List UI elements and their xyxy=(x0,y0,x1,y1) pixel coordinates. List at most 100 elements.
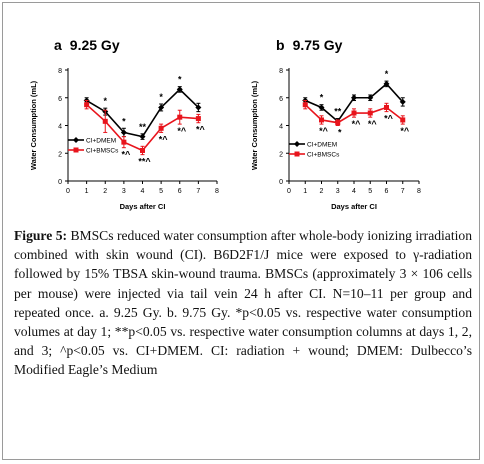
significance-label: *^ xyxy=(352,119,362,129)
legend-item: CI+BMSCs xyxy=(289,151,340,159)
data-point xyxy=(351,110,357,116)
significance-label: *^ xyxy=(159,134,169,144)
legend-item: CI+BMSCs xyxy=(68,147,119,155)
caption-label: Figure 5: xyxy=(14,228,68,243)
x-tick-label: 7 xyxy=(401,188,405,195)
panel-b: b 9.75 Gy 0 2 4 6 8 0 1 2 3 4 5 6 7 8 Days after CI Water… xyxy=(250,37,421,211)
y-tick-label: 8 xyxy=(279,68,283,75)
y-tick-label: 6 xyxy=(58,96,62,103)
legend-label: CI+DMEM xyxy=(86,138,116,145)
significance-label: ** xyxy=(139,122,147,132)
significance-label: *^ xyxy=(400,126,410,136)
x-tick-label: 2 xyxy=(103,188,107,195)
x-tick-label: 3 xyxy=(336,188,340,195)
panel-letter: a xyxy=(54,37,62,53)
x-tick-label: 8 xyxy=(417,188,421,195)
data-point xyxy=(335,120,341,126)
significance-label: *^ xyxy=(384,114,394,124)
x-tick-label: 3 xyxy=(122,188,126,195)
y-tick-label: 6 xyxy=(279,96,283,103)
data-point xyxy=(84,102,90,108)
significance-label: * xyxy=(159,92,163,102)
significance-label: *^ xyxy=(368,119,378,129)
significance-label: ** xyxy=(334,107,342,117)
significance-label: * xyxy=(320,93,324,103)
x-tick-label: 4 xyxy=(352,188,356,195)
x-axis-label: Days after CI xyxy=(331,202,377,211)
data-point xyxy=(195,116,201,122)
x-tick-label: 6 xyxy=(178,188,182,195)
x-tick-label: 1 xyxy=(303,188,307,195)
data-point xyxy=(195,104,202,111)
legend-marker xyxy=(294,141,300,147)
data-point xyxy=(158,104,165,111)
caption-text: BMSCs reduced water consumption after wh… xyxy=(14,228,472,378)
significance-label: *^ xyxy=(177,126,187,136)
y-tick-label: 2 xyxy=(58,151,62,158)
data-point xyxy=(399,98,406,105)
y-tick-label: 4 xyxy=(58,124,62,131)
significance-label: *^ xyxy=(319,126,329,136)
data-point xyxy=(177,114,183,120)
significance-label: **^ xyxy=(138,157,151,167)
data-point xyxy=(176,86,183,93)
legend-label: CI+BMSCs xyxy=(307,152,340,159)
significance-label: * xyxy=(103,96,107,106)
x-tick-label: 8 xyxy=(215,188,219,195)
y-tick-label: 2 xyxy=(279,151,283,158)
x-tick-label: 0 xyxy=(287,188,291,195)
significance-label: *^ xyxy=(121,150,131,160)
x-tick-label: 5 xyxy=(368,188,372,195)
data-point xyxy=(139,133,146,140)
data-point xyxy=(384,104,389,110)
figure-plots: a 9.25 Gy 0 2 4 6 8 0 1 2 3 4 5 6 7 8 Days after CI Water… xyxy=(29,37,421,211)
legend-marker xyxy=(73,137,79,143)
legend-item: CI+DMEM xyxy=(289,141,337,149)
chart-title: b 9.75 Gy xyxy=(276,37,343,53)
data-point xyxy=(400,117,406,123)
data-point xyxy=(120,129,127,136)
series-bmsc: *^ **^ *^ *^ *^ xyxy=(84,100,206,167)
significance-label: * xyxy=(178,75,182,85)
data-point xyxy=(367,110,373,116)
data-point xyxy=(383,80,390,87)
significance-label: * xyxy=(122,116,126,126)
significance-label: *^ xyxy=(196,125,206,135)
legend-label: CI+BMSCs xyxy=(86,148,119,155)
x-tick-label: 2 xyxy=(320,188,324,195)
panel-dose: 9.75 Gy xyxy=(293,37,343,53)
data-point xyxy=(102,118,108,124)
panel-dose: 9.25 Gy xyxy=(70,37,120,53)
figure-frame xyxy=(2,2,480,460)
x-tick-label: 7 xyxy=(196,188,200,195)
data-point xyxy=(367,94,374,101)
legend-marker xyxy=(294,151,300,157)
x-tick-label: 6 xyxy=(385,188,389,195)
legend-item: CI+DMEM xyxy=(68,137,116,145)
data-point xyxy=(318,104,325,111)
y-axis-label: Water Consumption (mL) xyxy=(250,80,259,170)
figure-caption: Figure 5: BMSCs reduced water consumptio… xyxy=(14,226,472,380)
panel-letter: b xyxy=(276,37,285,53)
y-tick-label: 4 xyxy=(279,124,283,131)
chart-title: a 9.25 Gy xyxy=(54,37,120,53)
data-point xyxy=(121,139,127,145)
data-point xyxy=(319,117,324,123)
significance-label: * xyxy=(385,69,389,79)
x-tick-label: 1 xyxy=(85,188,89,195)
x-tick-label: 5 xyxy=(159,188,163,195)
y-tick-label: 8 xyxy=(58,68,62,75)
data-point xyxy=(140,147,145,153)
x-tick-label: 0 xyxy=(66,188,70,195)
data-point xyxy=(302,102,308,108)
y-tick-label: 0 xyxy=(58,179,62,186)
data-point xyxy=(351,94,357,101)
panel-a: a 9.25 Gy 0 2 4 6 8 0 1 2 3 4 5 6 7 8 Days after CI Water… xyxy=(29,37,219,211)
x-tick-label: 4 xyxy=(141,188,145,195)
data-point xyxy=(158,125,164,131)
x-axis-label: Days after CI xyxy=(120,202,166,211)
y-tick-label: 0 xyxy=(279,179,283,186)
y-axis-label: Water Consumption (mL) xyxy=(29,80,38,170)
series-bmsc: *^**^*^*^*^ xyxy=(302,100,410,138)
legend-marker xyxy=(73,147,79,153)
